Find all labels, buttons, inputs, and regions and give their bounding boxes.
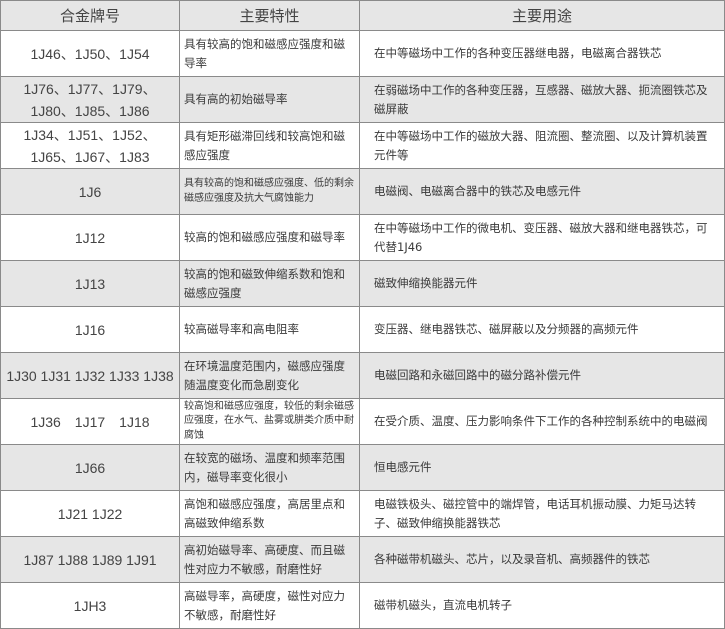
table-row: 1J16 较高磁导率和高电阻率 变压器、继电器铁芯、磁屏蔽以及分频器的高频元件 (0, 306, 725, 353)
table-row: 1J12 较高的饱和磁感应强度和磁导率 在中等磁场中工作的微电机、变压器、磁放大器和… (0, 214, 725, 261)
property-cell: 较高的饱和磁致伸缩系数和饱和磁感应强度 (179, 260, 360, 307)
table-row: 1J87 1J88 1J89 1J91 高初始磁导率、高硬度、而且磁性对应力不敏感… (0, 536, 725, 583)
alloy-grade-cell: 1J12 (0, 214, 180, 261)
table-row: 1J46、1J50、1J54 具有较高的饱和磁感应强度和磁导率 在中等磁场中工作的各… (0, 30, 725, 77)
usage-cell: 电磁铁极头、磁控管中的端焊管，电话耳机振动膜、力矩马达转子、磁致伸缩换能器铁芯 (359, 490, 725, 537)
alloy-grade-cell: 1J13 (0, 260, 180, 307)
property-cell: 高饱和磁感应强度，高居里点和高磁致伸缩系数 (179, 490, 360, 537)
property-cell: 较高饱和磁感应强度，较低的剩余磁感应强度，在水气、盐雾或肼类介质中耐腐蚀 (179, 398, 360, 445)
property-cell: 高初始磁导率、高硬度、而且磁性对应力不敏感，耐磨性好 (179, 536, 360, 583)
table-row: 1J30 1J31 1J32 1J33 1J38 在环境温度范围内，磁感应强度随温… (0, 352, 725, 399)
table-row: 1J36 1J17 1J18 较高饱和磁感应强度，较低的剩余磁感应强度，在水气、盐… (0, 398, 725, 445)
usage-cell: 在中等磁场中工作的微电机、变压器、磁放大器和继电器铁芯，可代替1J46 (359, 214, 725, 261)
alloy-grade-cell: 1J30 1J31 1J32 1J33 1J38 (0, 352, 180, 399)
table-row: 1J76、1J77、1J79、1J80、1J85、1J86 具有高的初始磁导率 在弱… (0, 76, 725, 123)
header-grade: 合金牌号 (0, 0, 180, 31)
property-cell: 较高磁导率和高电阻率 (179, 306, 360, 353)
property-cell: 在环境温度范围内，磁感应强度随温度变化而急剧变化 (179, 352, 360, 399)
table-row: 1J13 较高的饱和磁致伸缩系数和饱和磁感应强度 磁致伸缩换能器元件 (0, 260, 725, 307)
header-usage: 主要用途 (359, 0, 725, 31)
property-cell: 较高的饱和磁感应强度和磁导率 (179, 214, 360, 261)
property-cell: 具有矩形磁滞回线和较高饱和磁感应强度 (179, 122, 360, 169)
alloy-grade-cell: 1J34、1J51、1J52、1J65、1J67、1J83 (0, 122, 180, 169)
table-body: 1J46、1J50、1J54 具有较高的饱和磁感应强度和磁导率 在中等磁场中工作的各… (0, 30, 725, 629)
alloy-grade-cell: 1JH3 (0, 582, 180, 629)
alloy-grade-cell: 1J36 1J17 1J18 (0, 398, 180, 445)
table-row: 1JH3 高磁导率，高硬度，磁性对应力不敏感，耐磨性好 磁带机磁头，直流电机转子 (0, 582, 725, 629)
usage-cell: 在弱磁场中工作的各种变压器，互感器、磁放大器、扼流圈铁芯及磁屏蔽 (359, 76, 725, 123)
alloy-grade-cell: 1J76、1J77、1J79、1J80、1J85、1J86 (0, 76, 180, 123)
property-cell: 具有较高的饱和磁感应强度和磁导率 (179, 30, 360, 77)
property-cell: 高磁导率，高硬度，磁性对应力不敏感，耐磨性好 (179, 582, 360, 629)
usage-cell: 在受介质、温度、压力影响条件下工作的各种控制系统中的电磁阀 (359, 398, 725, 445)
header-row: 合金牌号 主要特性 主要用途 (0, 0, 725, 31)
property-cell: 具有高的初始磁导率 (179, 76, 360, 123)
usage-cell: 电磁阀、电磁离合器中的铁芯及电感元件 (359, 168, 725, 215)
table-row: 1J6 具有较高的饱和磁感应强度、低的剩余磁感应强度及抗大气腐蚀能力 电磁阀、电磁离… (0, 168, 725, 215)
table-row: 1J21 1J22 高饱和磁感应强度，高居里点和高磁致伸缩系数 电磁铁极头、磁控管中… (0, 490, 725, 537)
alloy-grade-cell: 1J66 (0, 444, 180, 491)
alloy-grade-cell: 1J46、1J50、1J54 (0, 30, 180, 77)
usage-cell: 磁带机磁头，直流电机转子 (359, 582, 725, 629)
usage-cell: 在中等磁场中工作的磁放大器、阻流圈、整流圈、以及计算机装置元件等 (359, 122, 725, 169)
alloy-grade-cell: 1J21 1J22 (0, 490, 180, 537)
table-row: 1J66 在较宽的磁场、温度和频率范围内，磁导率变化很小 恒电感元件 (0, 444, 725, 491)
table-row: 1J34、1J51、1J52、1J65、1J67、1J83 具有矩形磁滞回线和较高… (0, 122, 725, 169)
alloy-grade-cell: 1J6 (0, 168, 180, 215)
property-cell: 在较宽的磁场、温度和频率范围内，磁导率变化很小 (179, 444, 360, 491)
property-cell: 具有较高的饱和磁感应强度、低的剩余磁感应强度及抗大气腐蚀能力 (179, 168, 360, 215)
usage-cell: 恒电感元件 (359, 444, 725, 491)
usage-cell: 电磁回路和永磁回路中的磁分路补偿元件 (359, 352, 725, 399)
usage-cell: 在中等磁场中工作的各种变压器继电器，电磁离合器铁芯 (359, 30, 725, 77)
usage-cell: 各种磁带机磁头、芯片，以及录音机、高频器件的铁芯 (359, 536, 725, 583)
usage-cell: 变压器、继电器铁芯、磁屏蔽以及分频器的高频元件 (359, 306, 725, 353)
alloy-grade-cell: 1J87 1J88 1J89 1J91 (0, 536, 180, 583)
alloy-grade-cell: 1J16 (0, 306, 180, 353)
usage-cell: 磁致伸缩换能器元件 (359, 260, 725, 307)
header-property: 主要特性 (179, 0, 360, 31)
